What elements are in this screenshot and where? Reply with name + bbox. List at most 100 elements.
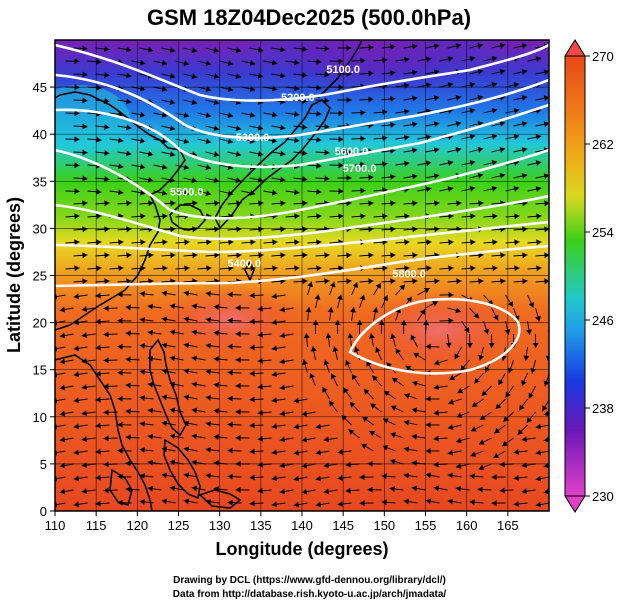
wind-arrow-head [493, 314, 499, 321]
wind-arrow-head [455, 95, 462, 101]
wind-arrow-head [249, 370, 255, 377]
wind-arrow-head [147, 485, 154, 492]
wind-arrow-head [553, 368, 559, 374]
wind-arrow-head [425, 186, 432, 193]
wind-arrow-head [478, 200, 484, 207]
wind-arrow-head [550, 302, 556, 308]
wind-arrow-head [558, 239, 563, 245]
wind-arrow-head [169, 151, 176, 157]
contour-label: 5300.0 [236, 132, 270, 144]
wind-arrow-head [140, 213, 146, 220]
wind-arrow-head [434, 226, 440, 233]
wind-arrow-head [360, 57, 366, 64]
wind-arrow-head [433, 409, 439, 416]
wind-arrow-head [213, 356, 219, 363]
wind-arrow-head [139, 137, 146, 144]
wind-arrow-head [74, 213, 80, 220]
wind-arrow-head [81, 410, 87, 417]
wind-arrow-head [81, 488, 87, 495]
wind-arrow-head [530, 367, 537, 374]
wind-arrow-head [491, 185, 498, 192]
wind-arrow-head [139, 111, 146, 118]
wind-arrow-head [183, 394, 190, 401]
wind-arrow-head [456, 278, 462, 285]
wind-arrow-head [390, 458, 396, 465]
wind-arrow-head [162, 213, 168, 220]
wind-arrow-head [213, 125, 220, 132]
wind-arrow-head [360, 213, 366, 220]
wind-arrow-head [293, 475, 300, 482]
wind-arrow-head [74, 239, 80, 246]
wind-streamline [550, 268, 564, 269]
wind-arrow-head [513, 107, 520, 114]
wind-arrow-head [279, 436, 286, 443]
wind-arrow-head [551, 393, 557, 399]
wind-arrow-head [447, 82, 454, 88]
wind-arrow-head [227, 421, 233, 428]
map-panel: 5100.0 5200.0 5300.0 5400.0 5500.0 5600.0 5700… [55, 40, 564, 511]
wind-arrow-head [227, 343, 233, 350]
x-tick-label: 115 [86, 518, 107, 533]
wind-arrow-head [447, 498, 454, 505]
wind-arrow-head [390, 69, 396, 76]
wind-arrow-head [449, 374, 456, 381]
wind-arrow-head [316, 265, 322, 272]
wind-arrow-head [348, 429, 355, 435]
wind-arrow-head [558, 265, 563, 271]
wind-arrow-head [456, 200, 462, 207]
wind-arrow-head [558, 160, 563, 166]
wind-arrow-head [192, 200, 198, 207]
wind-arrow-head [279, 358, 286, 365]
wind-arrow-head [325, 333, 332, 339]
wind-arrow-head [403, 446, 410, 453]
wind-arrow-head [477, 42, 484, 49]
wind-arrow-head [411, 460, 417, 466]
wind-arrow-head [390, 405, 397, 411]
wind-arrow-head [543, 410, 549, 417]
wind-arrow-head [302, 176, 308, 183]
wind-arrow-head [302, 252, 308, 259]
wind-arrow-head [542, 405, 548, 412]
wind-arrow-head [183, 164, 190, 171]
wind-arrow-head [125, 356, 131, 363]
wind-arrow-head [316, 84, 322, 91]
wind-arrow-head [544, 278, 549, 285]
wind-arrow-head [139, 316, 145, 323]
wind-arrow-head [368, 44, 374, 51]
wind-arrow-head [104, 175, 110, 182]
colorbar-tick-label: 238 [592, 401, 614, 416]
wind-arrow-head [455, 121, 462, 127]
wind-arrow-head [271, 397, 278, 404]
wind-arrow-head [139, 189, 146, 196]
wind-arrow-head [118, 189, 124, 196]
wind-arrow-head [499, 487, 505, 494]
wind-arrow-head [491, 474, 497, 481]
wind-arrow-head [74, 136, 80, 143]
wind-arrow-head [419, 309, 425, 315]
wind-arrow-head [346, 45, 352, 52]
wind-arrow-head [470, 239, 476, 246]
wind-arrow-head [294, 213, 300, 220]
wind-streamline [55, 476, 66, 480]
wind-arrow-head [477, 172, 484, 179]
wind-arrow-head [411, 121, 418, 128]
wind-arrow-head [433, 43, 440, 50]
wind-arrow-head [293, 501, 300, 508]
wind-arrow-head [250, 239, 256, 246]
wind-arrow-head [382, 161, 388, 168]
wind-arrow-head [469, 55, 476, 62]
wind-arrow-head [213, 73, 220, 80]
wind-arrow-head [205, 190, 212, 197]
wind-arrow-head [457, 387, 464, 394]
colorbar-tick-label: 262 [592, 137, 614, 152]
wind-arrow-head [521, 147, 528, 153]
wind-arrow-head [411, 147, 418, 154]
wind-arrow-head [447, 424, 454, 431]
wind-arrow-head [95, 422, 101, 429]
wind-arrow-head [139, 446, 145, 453]
wind-arrow-head [293, 397, 300, 404]
wind-arrow-head [316, 213, 322, 220]
wind-arrow-head [139, 59, 146, 66]
wind-arrow-head [390, 432, 397, 438]
wind-arrow-head [183, 498, 190, 505]
